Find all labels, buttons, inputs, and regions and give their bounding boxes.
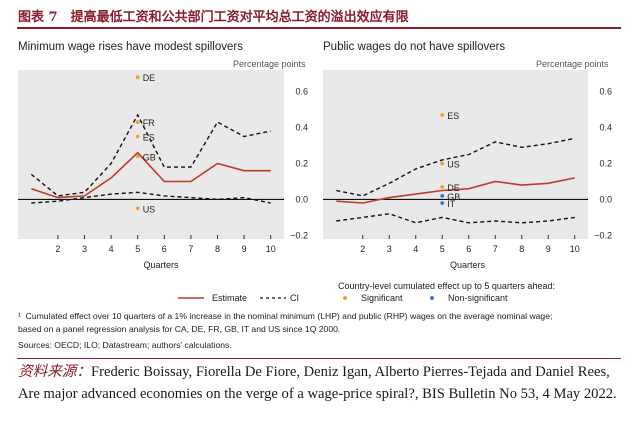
x-tick-label: 2 [360, 244, 365, 254]
y-tick-label: 0.4 [295, 123, 308, 133]
estimate-line [336, 177, 575, 204]
x-tick-label: 3 [82, 244, 87, 254]
y-tick-label: 0.6 [599, 87, 612, 97]
y-tick-label: 0.2 [295, 158, 308, 168]
y-tick-label: 0.0 [295, 194, 308, 204]
source-citation: 资料来源：Frederic Boissay, Fiorella De Fiore… [18, 362, 626, 405]
ci-legend-label: CI [290, 293, 299, 303]
left-chart: −0.2 0.0 0.2 0.4 0.6 2 3 4 5 6 7 8 9 10 Quarters DE FR ES… [18, 70, 308, 270]
ci-line [336, 137, 575, 197]
x-tick-label: 5 [135, 244, 140, 254]
ci-line [336, 213, 575, 224]
plot-area [18, 70, 284, 239]
country-label-de: DE [447, 183, 460, 193]
estimate-line [31, 151, 271, 199]
country-legend-title: Country-level cumulated effect up to 5 q… [338, 281, 555, 291]
country-label-us: US [447, 159, 460, 169]
non-significant-legend-dot [430, 296, 434, 300]
y-tick-label: 0.4 [599, 123, 612, 133]
country-point-gb [440, 193, 445, 198]
y-tick-label: −0.2 [594, 230, 612, 240]
x-tick-label: 3 [387, 244, 392, 254]
y-tick-label: 0.0 [599, 194, 612, 204]
x-tick-label: 8 [215, 244, 220, 254]
country-label-us: US [143, 204, 156, 214]
x-tick-label: 4 [413, 244, 418, 254]
plot-area [323, 70, 588, 239]
country-point-us [440, 161, 445, 166]
country-label-de: DE [143, 73, 156, 83]
left-panel-title: Minimum wage rises have modest spillover… [18, 41, 243, 53]
source-label: 资料来源： [18, 364, 91, 380]
significant-legend-label: Significant [361, 293, 403, 303]
footnote-line-2: based on a panel regression analysis for… [18, 324, 341, 334]
country-point-de [440, 184, 445, 189]
title-rule [17, 27, 621, 29]
estimate-legend-label: Estimate [212, 293, 248, 303]
x-tick-label: 6 [162, 244, 167, 254]
footnote-line-1: ¹ Cumulated effect over 10 quarters of a… [18, 311, 552, 321]
x-tick-label: 2 [55, 244, 60, 254]
source-text: Frederic Boissay, Fiorella De Fiore, Den… [18, 364, 617, 402]
source-rule [17, 358, 621, 359]
non-significant-legend-label: Non-significant [448, 293, 508, 303]
x-tick-label: 5 [440, 244, 445, 254]
x-tick-label: 7 [188, 244, 193, 254]
country-label-gb: GB [143, 152, 156, 162]
figure-title: 图表 7 提高最低工资和公共部门工资对平均总工资的溢出效应有限 [18, 10, 409, 25]
y-tick-label: 0.6 [295, 87, 308, 97]
left-panel-unit: Percentage points [233, 59, 306, 69]
x-tick-label: 10 [266, 244, 276, 254]
country-label-fr: FR [143, 118, 155, 128]
x-tick-label: 7 [493, 244, 498, 254]
country-point-de [135, 75, 140, 80]
x-axis-label: Quarters [450, 260, 486, 270]
x-tick-label: 8 [519, 244, 524, 254]
country-label-es: ES [143, 133, 155, 143]
x-axis-label: Quarters [143, 260, 179, 270]
country-label-es: ES [447, 111, 459, 121]
country-point-fr [135, 120, 140, 125]
country-label-it: IT [447, 199, 456, 209]
significant-legend-dot [343, 296, 347, 300]
x-tick-label: 9 [546, 244, 551, 254]
y-tick-label: −0.2 [290, 230, 308, 240]
footnote-marker: ¹ [18, 311, 21, 321]
footnote-text-1: Cumulated effect over 10 quarters of a 1… [25, 311, 553, 321]
estimate-legend-swatch [178, 297, 204, 299]
ci-legend-swatch [260, 297, 286, 299]
significant-legend-marker [343, 296, 347, 300]
non-significant-legend-marker [430, 296, 434, 300]
right-chart: −0.2 0.0 0.2 0.4 0.6 2 3 4 5 6 7 8 9 10 Quarters ES US DE… [323, 70, 612, 270]
ci-line [31, 191, 271, 204]
x-tick-label: 10 [570, 244, 580, 254]
sources-line: Sources: OECD; ILO; Datastream; authors'… [18, 340, 232, 350]
country-point-us [135, 206, 140, 211]
right-panel-title: Public wages do not have spillovers [323, 41, 506, 53]
country-label-gb: GB [447, 192, 460, 202]
right-panel-unit: Percentage points [536, 59, 609, 69]
country-point-es [135, 134, 140, 139]
x-tick-label: 6 [466, 244, 471, 254]
x-tick-label: 4 [109, 244, 114, 254]
country-point-gb [135, 154, 140, 159]
country-point-it [440, 201, 445, 205]
ci-line [30, 113, 271, 197]
country-point-es [440, 113, 445, 117]
y-tick-label: 0.2 [599, 158, 612, 168]
x-tick-label: 9 [242, 244, 247, 254]
